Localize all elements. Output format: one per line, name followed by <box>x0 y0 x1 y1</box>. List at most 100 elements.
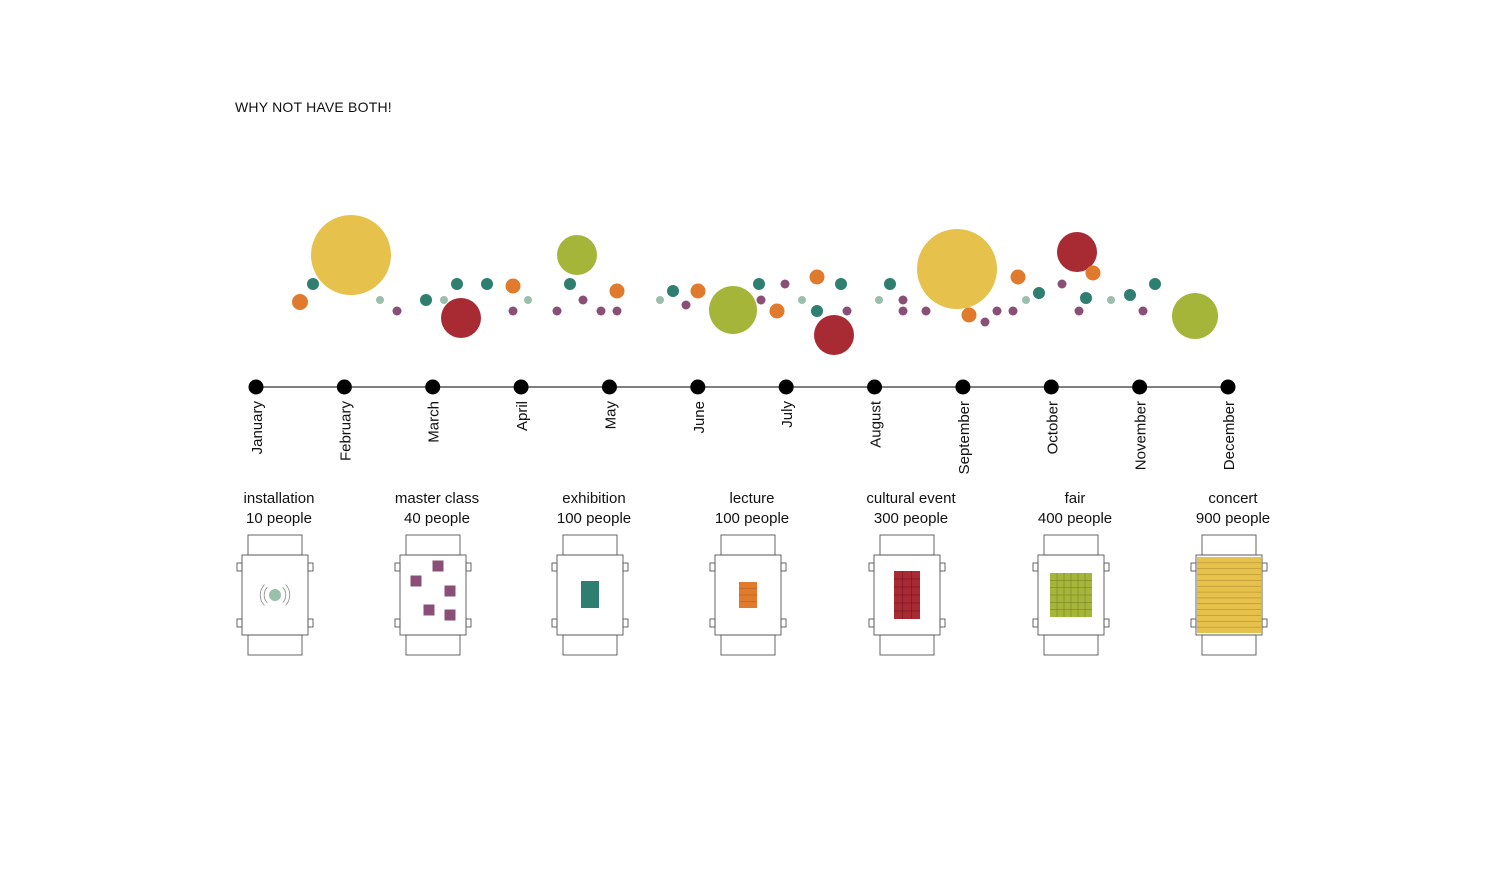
event-bubble <box>292 294 308 310</box>
building-door <box>868 618 875 628</box>
month-label: February <box>337 401 354 462</box>
event-bubble <box>917 229 997 309</box>
event-bubble <box>612 306 622 316</box>
event-bubble <box>980 317 990 327</box>
event-type-name: master class <box>395 490 479 507</box>
event-bubble <box>667 285 679 297</box>
event-bubble <box>1149 278 1161 290</box>
event-bubble <box>1022 296 1030 304</box>
month-node <box>513 379 529 395</box>
building-door <box>622 562 629 572</box>
event-bubble <box>307 278 319 290</box>
building-south-wing <box>1201 634 1257 656</box>
event-bubble <box>875 296 883 304</box>
event-bubble <box>1080 292 1092 304</box>
building-door <box>1032 618 1039 628</box>
installation-ripple <box>282 587 287 603</box>
building-north-wing <box>405 534 461 556</box>
event-bubble <box>1057 232 1097 272</box>
month-label: March <box>426 401 443 443</box>
class-table <box>432 560 444 572</box>
event-bubble <box>709 286 757 334</box>
installation-ripple <box>285 584 291 606</box>
building-door <box>709 562 716 572</box>
building-south-wing <box>720 634 776 656</box>
building-door <box>307 618 314 628</box>
event-bubble <box>552 306 562 316</box>
building-door <box>1190 618 1197 628</box>
page-title: WHY NOT HAVE BOTH! <box>235 99 392 115</box>
building-door <box>780 618 787 628</box>
building-door <box>551 562 558 572</box>
event-bubble <box>311 215 391 295</box>
class-table <box>423 604 435 616</box>
event-bubble <box>814 315 854 355</box>
month-label: January <box>249 401 266 455</box>
event-bubble <box>596 306 606 316</box>
month-node <box>336 379 352 395</box>
month-label: September <box>956 401 973 474</box>
event-bubble <box>557 235 597 275</box>
building-door <box>1103 618 1110 628</box>
month-timeline: January February March April May June July Augu… <box>248 379 1238 474</box>
building-door <box>394 562 401 572</box>
event-bubble <box>451 278 463 290</box>
event-bubble <box>835 278 847 290</box>
event-bubble <box>505 278 521 294</box>
installation-ripple <box>263 587 268 603</box>
building-door <box>1261 562 1268 572</box>
building-north-wing <box>720 534 776 556</box>
building-door <box>465 618 472 628</box>
building-north-wing <box>562 534 618 556</box>
event-type-audience: 40 people <box>404 510 470 527</box>
event-bubble <box>1010 269 1026 285</box>
event-bubble <box>921 306 931 316</box>
event-bubble <box>609 283 625 299</box>
event-bubble <box>392 306 402 316</box>
class-table <box>444 609 456 621</box>
event-bubble <box>1124 289 1136 301</box>
event-type-audience: 10 people <box>246 510 312 527</box>
event-bubble <box>440 296 448 304</box>
event-bubble <box>1057 279 1067 289</box>
event-type-name: exhibition <box>562 490 625 507</box>
month-label: November <box>1133 401 1150 470</box>
event-bubble <box>756 295 766 305</box>
event-type-lecture: lecture 100 people <box>709 490 789 656</box>
event-bubble <box>420 294 432 306</box>
event-type-name: concert <box>1208 490 1258 507</box>
month-label: April <box>514 401 531 431</box>
month-node <box>1043 379 1059 395</box>
month-node <box>425 379 441 395</box>
building-south-wing <box>562 634 618 656</box>
event-bubble <box>898 295 908 305</box>
event-bubble <box>376 296 384 304</box>
event-type-name: cultural event <box>866 490 956 507</box>
building-south-wing <box>1043 634 1099 656</box>
event-bubble <box>1008 306 1018 316</box>
building-door <box>465 562 472 572</box>
exhibition-block <box>581 581 599 608</box>
building-door <box>780 562 787 572</box>
event-bubble <box>1085 265 1101 281</box>
building-door <box>1103 562 1110 572</box>
event-type-audience: 300 people <box>874 510 948 527</box>
event-type-audience: 900 people <box>1196 510 1270 527</box>
building-north-wing <box>1043 534 1099 556</box>
building-door <box>394 618 401 628</box>
month-node <box>955 379 971 395</box>
event-type-fair: fair 400 people <box>1032 490 1112 656</box>
installation-point <box>269 589 281 601</box>
event-bubble <box>884 278 896 290</box>
event-bubble <box>1172 293 1218 339</box>
event-bubble <box>1074 306 1084 316</box>
event-type-audience: 100 people <box>715 510 789 527</box>
building-door <box>939 562 946 572</box>
event-type-audience: 100 people <box>557 510 631 527</box>
building-door <box>939 618 946 628</box>
event-type-name: lecture <box>729 490 774 507</box>
installation-ripple <box>259 584 265 606</box>
event-bubble <box>811 305 823 317</box>
